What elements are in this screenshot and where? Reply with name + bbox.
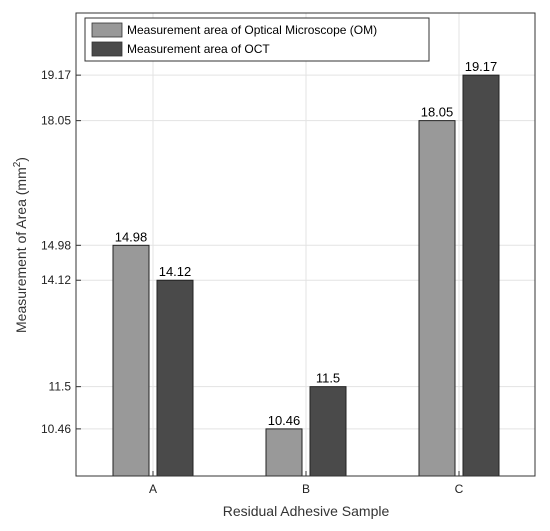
y-tick-label: 14.12: [41, 273, 71, 287]
bar-om-C: [418, 120, 456, 477]
legend-swatch-oct: [91, 41, 123, 57]
bar-om-B: [265, 428, 303, 477]
y-tick-label: 19.17: [41, 68, 71, 82]
legend-label-om: Measurement area of Optical Microscope (…: [127, 23, 377, 37]
y-axis-ticks: 10.46 11.5 14.12 14.98 18.05 19.17: [41, 68, 81, 436]
legend-box: [84, 17, 430, 62]
data-label-om-A: 14.98: [115, 229, 148, 244]
bar-oct-A: [156, 279, 194, 477]
data-labels: 14.98 10.46 18.05 14.12 11.5 19.17: [115, 59, 498, 428]
x-tick-label: B: [302, 482, 310, 496]
legend: Measurement area of Optical Microscope (…: [84, 17, 430, 62]
y-axis-label: Measurement of Area (mm2): [12, 157, 29, 333]
bar-oct-C: [462, 74, 500, 477]
data-label-oct-A: 14.12: [159, 264, 192, 279]
y-tick-label: 10.46: [41, 422, 71, 436]
y-tick-label: 14.98: [41, 238, 71, 252]
bar-oct-B: [309, 386, 347, 477]
data-label-oct-C: 19.17: [465, 59, 498, 74]
y-tick-label: 11.5: [49, 380, 72, 394]
grid-lines: [76, 13, 535, 476]
y-tick-label: 18.05: [41, 114, 71, 128]
plot-frame: [75, 12, 536, 477]
legend-label-oct: Measurement area of OCT: [127, 42, 270, 56]
bar-om-A: [112, 244, 150, 477]
x-axis-ticks: A B C: [149, 471, 464, 496]
data-label-oct-B: 11.5: [316, 371, 340, 386]
x-axis-label: Residual Adhesive Sample: [223, 503, 390, 519]
x-tick-label: A: [149, 482, 157, 496]
data-label-om-C: 18.05: [421, 105, 454, 120]
x-tick-label: C: [455, 482, 464, 496]
legend-swatch-om: [91, 22, 123, 38]
bars: [112, 74, 500, 477]
data-label-om-B: 10.46: [268, 413, 301, 428]
